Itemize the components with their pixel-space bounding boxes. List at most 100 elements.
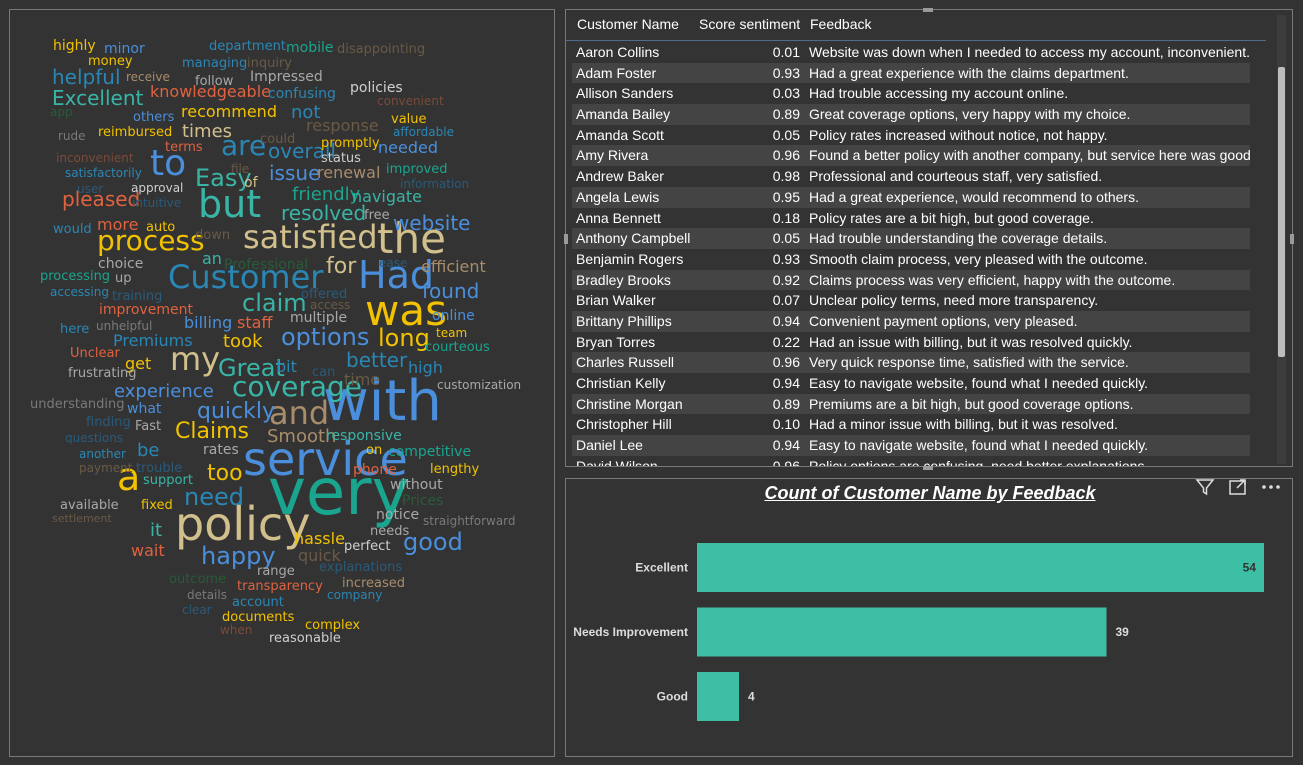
word-cloud-word[interactable]: needs xyxy=(370,524,409,539)
word-cloud-word[interactable]: and xyxy=(269,394,329,432)
word-cloud-word[interactable]: wait xyxy=(131,541,165,560)
word-cloud-word[interactable]: down xyxy=(195,228,230,243)
word-cloud-word[interactable]: straightforward xyxy=(423,514,516,528)
word-cloud-word[interactable]: need xyxy=(184,483,244,511)
word-cloud-word[interactable]: online xyxy=(432,308,475,324)
word-cloud-word[interactable]: Great xyxy=(218,354,285,382)
table-row[interactable]: Allison Sanders 0.03 Had trouble accessing… xyxy=(572,83,1250,104)
word-cloud-word[interactable]: ease xyxy=(379,256,407,270)
word-cloud-word[interactable]: processing xyxy=(40,269,110,284)
column-header-customer-name[interactable]: Customer Name xyxy=(577,16,679,32)
word-cloud-word[interactable]: coverage xyxy=(232,370,362,403)
word-cloud-word[interactable]: confusing xyxy=(268,86,336,102)
word-cloud-word[interactable]: notice xyxy=(376,507,419,523)
word-cloud-word[interactable]: documents xyxy=(222,610,295,625)
word-cloud-word[interactable]: Prices xyxy=(402,493,443,509)
word-cloud-word[interactable]: on xyxy=(366,443,382,458)
word-cloud-word[interactable]: friendly xyxy=(292,184,361,205)
word-cloud-word[interactable]: times xyxy=(182,121,232,142)
word-cloud-word[interactable]: finding xyxy=(86,415,131,430)
word-cloud-word[interactable]: app xyxy=(50,105,73,119)
word-cloud-word[interactable]: options xyxy=(281,323,369,351)
scrollbar-thumb[interactable] xyxy=(1278,67,1285,357)
resize-handle-bottom[interactable] xyxy=(923,466,933,470)
bar-good[interactable] xyxy=(697,672,739,721)
more-options-icon[interactable] xyxy=(1260,477,1282,502)
word-cloud-word[interactable]: would xyxy=(53,222,92,237)
word-cloud-word[interactable]: Smooth xyxy=(267,426,336,447)
word-cloud-word[interactable]: choice xyxy=(98,256,143,272)
word-cloud-word[interactable]: process xyxy=(97,224,205,257)
word-cloud-word[interactable]: it xyxy=(150,520,162,541)
word-cloud-word[interactable]: more xyxy=(97,215,138,234)
word-cloud-word[interactable]: receive xyxy=(126,70,170,84)
word-cloud-word[interactable]: rates xyxy=(203,442,239,458)
word-cloud-word[interactable]: response xyxy=(306,116,379,135)
word-cloud-word[interactable]: department xyxy=(209,39,286,54)
word-cloud-word[interactable]: to xyxy=(150,143,186,184)
word-cloud-word[interactable]: free xyxy=(364,208,390,223)
word-cloud-word[interactable]: quick xyxy=(298,546,342,565)
word-cloud-word[interactable]: needed xyxy=(378,138,438,157)
word-cloud-word[interactable]: information xyxy=(400,177,469,191)
word-cloud-word[interactable]: renewal xyxy=(317,163,380,182)
word-cloud-word[interactable]: multiple xyxy=(290,310,347,326)
word-cloud-word[interactable]: approval xyxy=(131,181,183,195)
word-cloud-word[interactable]: Had xyxy=(358,253,434,297)
word-cloud-word[interactable]: company xyxy=(327,588,382,602)
word-cloud-word[interactable]: without xyxy=(390,477,443,493)
word-cloud-word[interactable]: questions xyxy=(65,431,123,445)
table-row[interactable]: Adam Foster 0.93 Had a great experience wi… xyxy=(572,62,1250,84)
word-cloud-word[interactable]: of xyxy=(244,175,259,191)
word-cloud-word[interactable]: with xyxy=(323,369,442,434)
word-cloud-word[interactable]: inquiry xyxy=(247,56,292,71)
word-cloud-word[interactable]: what xyxy=(127,401,162,417)
word-cloud-word[interactable]: a xyxy=(117,455,140,499)
word-cloud-word[interactable]: managing xyxy=(182,56,247,71)
word-cloud-word[interactable]: settlement xyxy=(52,512,112,525)
word-cloud-word[interactable]: an xyxy=(202,249,222,268)
word-cloud-word[interactable]: are xyxy=(221,129,266,162)
table-row[interactable]: Andrew Baker 0.98 Professional and courteo… xyxy=(572,166,1250,187)
table-row[interactable]: Bradley Brooks 0.92 Claims process was ver… xyxy=(572,269,1250,291)
word-cloud-word[interactable]: training xyxy=(112,289,162,304)
resize-handle-left[interactable] xyxy=(564,234,568,244)
word-cloud-word[interactable]: rude xyxy=(58,129,86,143)
word-cloud-word[interactable]: increased xyxy=(342,576,405,591)
word-cloud-word[interactable]: service xyxy=(243,432,408,486)
table-row[interactable]: Angela Lewis 0.95 Had a great experience, … xyxy=(572,186,1250,208)
word-cloud-word[interactable]: the xyxy=(377,214,446,263)
word-cloud-visual[interactable]: very with service policy the was but Had a to sati… xyxy=(9,9,555,757)
word-cloud-word[interactable]: file xyxy=(231,162,249,176)
focus-mode-icon[interactable] xyxy=(1228,477,1248,502)
word-cloud-word[interactable]: perfect xyxy=(344,539,390,554)
word-cloud-word[interactable]: was xyxy=(365,286,447,335)
word-cloud-word[interactable]: responsive xyxy=(326,428,402,444)
word-cloud-word[interactable]: recommend xyxy=(181,102,277,121)
table-row[interactable]: Aaron Collins 0.01 Website was down when I… xyxy=(572,42,1250,63)
table-row[interactable]: Anna Bennett 0.18 Policy rates are a bit h… xyxy=(572,208,1250,229)
word-cloud-word[interactable]: be xyxy=(137,440,160,461)
word-cloud-word[interactable]: took xyxy=(223,331,263,352)
word-cloud-word[interactable]: bit xyxy=(276,357,297,376)
word-cloud-word[interactable]: trouble xyxy=(136,461,182,476)
table-row[interactable]: Amy Rivera 0.96 Found a better policy with… xyxy=(572,145,1250,167)
word-cloud-word[interactable]: here xyxy=(60,322,89,337)
resize-handle-top[interactable] xyxy=(923,8,933,12)
word-cloud-word[interactable]: mobile xyxy=(286,40,333,56)
word-cloud-word[interactable]: value xyxy=(391,112,427,127)
word-cloud-word[interactable]: my xyxy=(170,340,220,378)
word-cloud-word[interactable]: experience xyxy=(114,381,214,402)
word-cloud-word[interactable]: policies xyxy=(350,80,403,96)
word-cloud-word[interactable]: could xyxy=(260,132,295,147)
word-cloud-word[interactable]: affordable xyxy=(393,125,454,139)
word-cloud-word[interactable]: but xyxy=(198,182,261,226)
word-cloud-word[interactable]: clear xyxy=(182,603,212,617)
word-cloud-word[interactable]: follow xyxy=(195,74,234,89)
word-cloud-word[interactable]: Professional xyxy=(224,257,308,273)
feedback-table-visual[interactable]: Customer Name Score sentiment Feedback A… xyxy=(564,8,1294,470)
word-cloud-word[interactable]: convenient xyxy=(377,94,444,108)
word-cloud-word[interactable]: billing xyxy=(184,313,232,332)
word-cloud-word[interactable]: accessing xyxy=(50,285,109,299)
word-cloud-word[interactable]: Easy xyxy=(195,164,252,192)
